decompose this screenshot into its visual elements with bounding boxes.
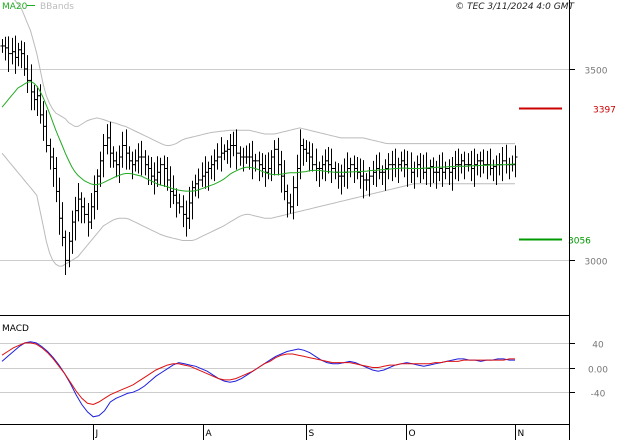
- price-bar: [139, 140, 144, 176]
- x-tick-label: S: [309, 429, 315, 439]
- price-bar: [386, 153, 391, 180]
- price-bars: [0, 35, 518, 275]
- price-bar: [177, 193, 182, 214]
- signal-line: [1, 342, 515, 406]
- price-bar: [120, 131, 125, 168]
- macd-tick-label: 40: [592, 341, 604, 351]
- x-tick-label: J: [95, 429, 99, 439]
- macd-tick-label: -40: [591, 390, 606, 400]
- level-label-support: 3056: [568, 237, 591, 247]
- legend-ma20: MA20: [2, 2, 28, 12]
- price-bar: [462, 151, 467, 180]
- macd-gridlines: [0, 343, 569, 393]
- x-tick-label: A: [206, 429, 213, 439]
- legend-bbands: BBands: [40, 2, 74, 12]
- ma20-line: [1, 81, 516, 192]
- price-bar: [25, 55, 30, 94]
- price-bar: [367, 166, 372, 197]
- price-bar: [158, 157, 163, 185]
- price-bar: [6, 36, 11, 72]
- price-gridlines: [0, 69, 569, 261]
- price-tick-label: 3500: [585, 67, 608, 77]
- price-bar: [481, 149, 486, 174]
- price-bar: [101, 134, 106, 178]
- price-bar: [291, 176, 296, 220]
- copyright-text: © TEC 3/11/2024 4:0 GMT: [455, 2, 575, 12]
- macd-lines: [1, 341, 515, 418]
- panel-borders: [0, 0, 570, 440]
- macd-title: MACD: [2, 324, 29, 334]
- price-levels: 3397 3056: [519, 106, 616, 247]
- price-bar: [82, 197, 87, 224]
- price-bar: [215, 143, 220, 170]
- macd-panel: 40 0.00 -40 MACD: [0, 324, 608, 418]
- x-tick-label: O: [409, 429, 416, 439]
- bb-upper-line: [14, 0, 515, 146]
- bollinger-bands: [1, 0, 515, 267]
- price-bar: [513, 145, 518, 178]
- price-bar: [329, 148, 334, 184]
- price-bar: [44, 110, 49, 153]
- price-bar: [310, 143, 315, 172]
- level-label-resistance: 3397: [593, 106, 616, 116]
- macd-tick-label: 0.00: [588, 366, 608, 376]
- bb-lower-line: [1, 152, 515, 267]
- price-bar: [348, 157, 353, 178]
- price-bar: [196, 168, 201, 199]
- ma20-path: [1, 81, 516, 192]
- price-bar: [63, 230, 68, 275]
- x-tick-label: N: [518, 429, 525, 439]
- price-bar: [234, 129, 239, 170]
- price-bar: [272, 140, 277, 176]
- price-tick-label: 3000: [585, 258, 608, 268]
- price-bar: [443, 161, 448, 180]
